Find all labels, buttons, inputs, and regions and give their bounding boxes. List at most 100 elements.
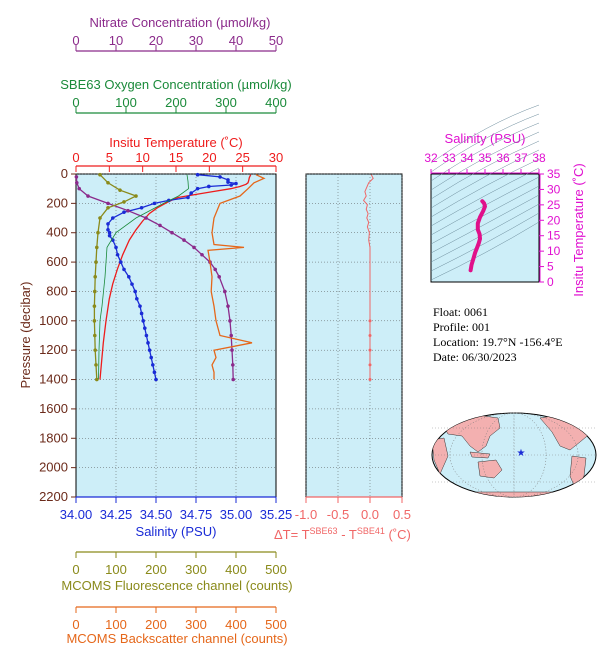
salinity-point bbox=[144, 333, 149, 338]
salinity-point bbox=[138, 304, 142, 308]
salinity-point bbox=[154, 377, 158, 382]
oxygen-tick-label: 200 bbox=[165, 95, 187, 110]
oxygen-axis: 0 100 200 300 400 bbox=[72, 95, 287, 114]
ts-y-tick-label: 10 bbox=[547, 244, 561, 258]
salinity-point bbox=[127, 274, 131, 279]
fluorescence-point bbox=[94, 260, 98, 264]
oxygen-tick-label: 0 bbox=[72, 95, 79, 110]
salinity-tick-label: 34.75 bbox=[180, 507, 213, 522]
fluorescence-point bbox=[98, 216, 102, 220]
backscatter-axis-title: MCOMS Backscatter channel (counts) bbox=[66, 631, 287, 646]
salinity-point bbox=[135, 296, 139, 301]
salinity-point bbox=[122, 210, 126, 214]
delta-t-point bbox=[368, 378, 372, 382]
nitrate-point bbox=[170, 230, 174, 235]
nitrate-point bbox=[158, 223, 162, 228]
world-map: ★ bbox=[431, 412, 597, 498]
nitrate-tick-label: 30 bbox=[189, 33, 203, 48]
salinity-point bbox=[133, 289, 137, 294]
density-contour bbox=[430, 194, 540, 254]
nitrate-point bbox=[77, 186, 81, 191]
pressure-axis: 0 200 400 600 800 1000 1200 1400 1600 1800 2000 220… bbox=[39, 166, 76, 504]
nitrate-tick-label: 20 bbox=[149, 33, 163, 48]
density-contour bbox=[430, 203, 540, 263]
salinity-point bbox=[111, 216, 115, 220]
density-contour bbox=[430, 221, 540, 281]
pressure-tick-label: 200 bbox=[46, 195, 68, 210]
fluorescence-tick-label: 500 bbox=[265, 562, 287, 577]
pressure-tick-label: 800 bbox=[46, 283, 68, 298]
salinity-point bbox=[106, 222, 110, 226]
ts-x-tick-label: 37 bbox=[514, 151, 528, 165]
salinity-point bbox=[147, 348, 152, 352]
nitrate-point bbox=[86, 194, 90, 198]
salinity-point bbox=[152, 370, 157, 375]
fluorescence-point bbox=[122, 200, 126, 204]
salinity-point bbox=[143, 326, 147, 330]
oxygen-tick-label: 300 bbox=[215, 95, 237, 110]
pressure-tick-label: 2000 bbox=[39, 460, 68, 475]
land-antarctica bbox=[439, 491, 591, 497]
density-contour bbox=[430, 149, 540, 209]
density-contour bbox=[430, 104, 540, 164]
pressure-axis-title: Pressure (decibar) bbox=[18, 282, 33, 389]
pressure-tick-label: 600 bbox=[46, 254, 68, 269]
density-contours bbox=[430, 104, 540, 281]
pressure-tick-label: 1200 bbox=[39, 342, 68, 357]
density-contour bbox=[430, 131, 540, 191]
fluorescence-tick-label: 100 bbox=[105, 562, 127, 577]
ts-y-tick-label: 25 bbox=[547, 198, 561, 212]
temperature-profile-line bbox=[99, 174, 252, 380]
pressure-tick-label: 1600 bbox=[39, 401, 68, 416]
nitrate-point bbox=[217, 274, 221, 279]
delta-t-point bbox=[368, 363, 372, 367]
nitrate-point bbox=[106, 201, 110, 206]
delta-t-panel: -1.0 -0.5 0.0 0.5 ΔT= TSBE63 - TSBE41 (˚C) bbox=[274, 173, 411, 542]
fluorescence-point bbox=[93, 289, 97, 294]
pressure-tick-label: 400 bbox=[46, 225, 68, 240]
nitrate-point bbox=[126, 208, 130, 213]
salinity-point bbox=[207, 184, 211, 189]
nitrate-point bbox=[182, 238, 186, 242]
fluorescence-point bbox=[92, 319, 97, 323]
pressure-tick-label: 2200 bbox=[39, 489, 68, 504]
fluorescence-point bbox=[92, 304, 97, 308]
oxygen-profile-line bbox=[98, 174, 189, 380]
nitrate-axis: 0 10 20 30 40 50 bbox=[72, 33, 283, 52]
ts-y-tick-label: 35 bbox=[547, 167, 561, 181]
float-id: Float: 0061 bbox=[433, 305, 488, 319]
salinity-point bbox=[115, 252, 120, 257]
salinity-point bbox=[139, 311, 144, 316]
profile-series bbox=[74, 172, 266, 382]
density-contour bbox=[430, 185, 540, 245]
fluorescence-point bbox=[98, 172, 102, 177]
ts-y-tick-label: 30 bbox=[547, 182, 561, 196]
oxygen-tick-label: 400 bbox=[265, 95, 287, 110]
salinity-point bbox=[234, 181, 238, 186]
backscatter-profile-line bbox=[207, 174, 266, 380]
float-location: Location: 19.7°N -156.4°E bbox=[433, 335, 563, 349]
salinity-tick-label: 35.00 bbox=[220, 507, 253, 522]
salinity-axis-title: Salinity (PSU) bbox=[136, 524, 217, 539]
ts-y-tick-label: 15 bbox=[547, 229, 561, 243]
backscatter-tick-label: 100 bbox=[105, 617, 127, 632]
density-contour bbox=[430, 158, 540, 218]
salinity-point bbox=[107, 233, 112, 238]
fluorescence-tick-label: 0 bbox=[72, 562, 79, 577]
temperature-tick-label: 0 bbox=[72, 150, 79, 165]
nitrate-tick-label: 50 bbox=[269, 33, 283, 48]
backscatter-tick-label: 0 bbox=[72, 617, 79, 632]
nitrate-tick-label: 0 bbox=[72, 33, 79, 48]
ts-x-tick-label: 32 bbox=[424, 151, 438, 165]
fluorescence-point bbox=[118, 188, 122, 192]
nitrate-tick-label: 40 bbox=[229, 33, 243, 48]
salinity-point bbox=[114, 245, 118, 250]
profile-number: Profile: 001 bbox=[433, 320, 490, 334]
fluorescence-tick-label: 400 bbox=[225, 562, 247, 577]
fluorescence-tick-label: 200 bbox=[145, 562, 167, 577]
salinity-point bbox=[226, 180, 230, 184]
ts-x-tick-label: 36 bbox=[496, 151, 510, 165]
delta-tick-label: -0.5 bbox=[327, 507, 349, 522]
nitrate-axis-title: Nitrate Concentration (µmol/kg) bbox=[90, 15, 271, 30]
